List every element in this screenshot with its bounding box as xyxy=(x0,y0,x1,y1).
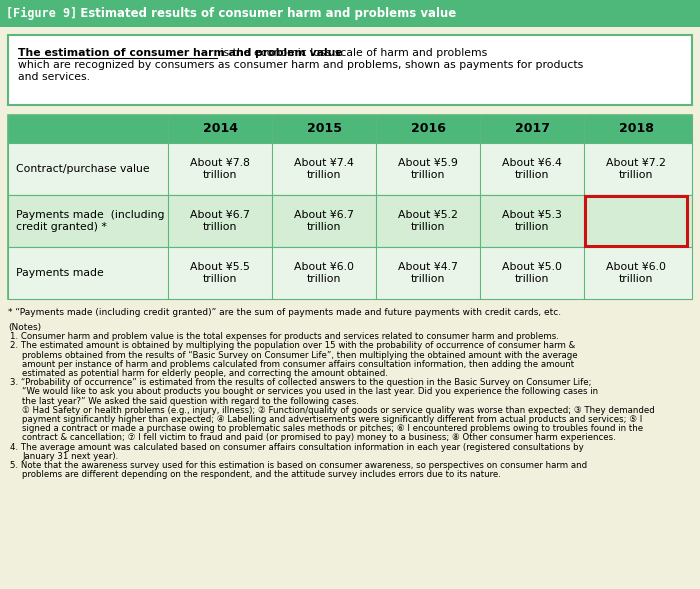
Text: Payments made: Payments made xyxy=(16,268,104,278)
Text: January 31 next year).: January 31 next year). xyxy=(22,452,118,461)
Bar xyxy=(8,35,692,105)
Text: About ¥6.1
trillion: About ¥6.1 trillion xyxy=(606,210,666,232)
Bar xyxy=(8,115,692,143)
Text: 1. Consumer harm and problem value is the total expenses for products and servic: 1. Consumer harm and problem value is th… xyxy=(10,332,559,341)
Text: About ¥5.5
trillion: About ¥5.5 trillion xyxy=(190,262,250,284)
Bar xyxy=(585,196,687,246)
Text: About ¥4.7
trillion: About ¥4.7 trillion xyxy=(398,262,458,284)
Text: About ¥6.4
trillion: About ¥6.4 trillion xyxy=(502,158,562,180)
Text: 2018: 2018 xyxy=(619,123,653,135)
Text: * “Payments made (including credit granted)” are the sum of payments made and fu: * “Payments made (including credit grant… xyxy=(8,308,561,317)
Text: About ¥7.4
trillion: About ¥7.4 trillion xyxy=(294,158,354,180)
Bar xyxy=(8,247,692,299)
Bar xyxy=(8,115,692,299)
Text: contract & cancellation; ⑦ I fell victim to fraud and paid (or promised to pay) : contract & cancellation; ⑦ I fell victim… xyxy=(22,434,616,442)
Text: 2016: 2016 xyxy=(411,123,445,135)
Text: 2. The estimated amount is obtained by multiplying the population over 15 with t: 2. The estimated amount is obtained by m… xyxy=(10,342,575,350)
Text: estimated as potential harm for elderly people, and correcting the amount obtain: estimated as potential harm for elderly … xyxy=(22,369,388,378)
Text: signed a contract or made a purchase owing to problematic sales methods or pitch: signed a contract or made a purchase owi… xyxy=(22,424,643,433)
Text: 4. The average amount was calculated based on consumer affairs consultation info: 4. The average amount was calculated bas… xyxy=(10,442,584,452)
Text: payment significantly higher than expected; ④ Labelling and advertisements were : payment significantly higher than expect… xyxy=(22,415,643,424)
Text: problems obtained from the results of “Basic Survey on Consumer Life”, then mult: problems obtained from the results of “B… xyxy=(22,350,578,360)
Text: About ¥5.9
trillion: About ¥5.9 trillion xyxy=(398,158,458,180)
Text: which are recognized by consumers as consumer harm and problems, shown as paymen: which are recognized by consumers as con… xyxy=(18,60,583,70)
Text: “We would like to ask you about products you bought or services you used in the : “We would like to ask you about products… xyxy=(22,388,598,396)
Text: About ¥6.7
trillion: About ¥6.7 trillion xyxy=(294,210,354,232)
Text: [Figure 9]: [Figure 9] xyxy=(6,7,77,20)
Text: Estimated results of consumer harm and problems value: Estimated results of consumer harm and p… xyxy=(72,7,456,20)
Text: Payments made  (including
credit granted) *: Payments made (including credit granted)… xyxy=(16,210,164,232)
Bar xyxy=(0,0,700,27)
Text: The estimation of consumer harm and problem value: The estimation of consumer harm and prob… xyxy=(18,48,343,58)
Text: About ¥7.8
trillion: About ¥7.8 trillion xyxy=(190,158,250,180)
Text: 5. Note that the awareness survey used for this estimation is based on consumer : 5. Note that the awareness survey used f… xyxy=(10,461,587,470)
Bar xyxy=(8,195,692,247)
Text: About ¥6.0
trillion: About ¥6.0 trillion xyxy=(294,262,354,284)
Text: About ¥7.2
trillion: About ¥7.2 trillion xyxy=(606,158,666,180)
Text: amount per instance of harm and problems calculated from consumer affairs consul: amount per instance of harm and problems… xyxy=(22,360,574,369)
Text: About ¥6.0
trillion: About ¥6.0 trillion xyxy=(606,262,666,284)
Bar xyxy=(8,143,692,195)
Text: the last year?” We asked the said question with regard to the following cases.: the last year?” We asked the said questi… xyxy=(22,396,359,406)
Text: About ¥5.0
trillion: About ¥5.0 trillion xyxy=(502,262,562,284)
Text: About ¥5.2
trillion: About ¥5.2 trillion xyxy=(398,210,458,232)
Text: (Notes): (Notes) xyxy=(8,323,41,332)
Text: Contract/purchase value: Contract/purchase value xyxy=(16,164,150,174)
Text: problems are different depending on the respondent, and the attitude survey incl: problems are different depending on the … xyxy=(22,470,501,479)
Text: and services.: and services. xyxy=(18,72,90,82)
Text: is the economic loss scale of harm and problems: is the economic loss scale of harm and p… xyxy=(217,48,487,58)
Text: ① Had Safety or health problems (e.g., injury, illness); ② Function/quality of g: ① Had Safety or health problems (e.g., i… xyxy=(22,406,655,415)
Text: 2015: 2015 xyxy=(307,123,342,135)
Text: 3. “Probability of occurrence” is estimated from the results of collected answer: 3. “Probability of occurrence” is estima… xyxy=(10,378,591,387)
Text: About ¥6.7
trillion: About ¥6.7 trillion xyxy=(190,210,250,232)
Text: 2014: 2014 xyxy=(202,123,237,135)
Text: About ¥5.3
trillion: About ¥5.3 trillion xyxy=(502,210,562,232)
Text: 2017: 2017 xyxy=(514,123,550,135)
